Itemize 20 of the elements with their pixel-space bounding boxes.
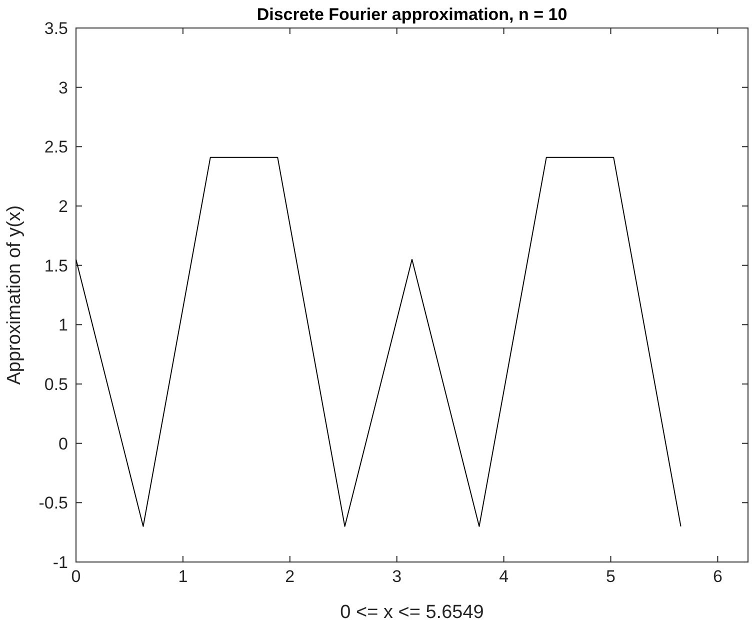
y-tick-label: 2 (58, 196, 68, 216)
y-tick-label: 1 (58, 316, 68, 335)
y-tick-label: 3 (58, 78, 68, 98)
y-tick-label: 0.5 (44, 374, 68, 394)
x-axis-title: 0 <= x <= 5.6549 (340, 602, 484, 623)
x-tick-label: 3 (392, 567, 402, 586)
x-tick-label: 2 (285, 567, 295, 586)
x-tick-label: 5 (606, 567, 616, 586)
x-tick-label: 6 (712, 567, 722, 586)
chart-title: Discrete Fourier approximation, n = 10 (256, 5, 568, 24)
x-tick-label: 0 (71, 567, 81, 586)
y-tick-label: 2.5 (44, 138, 68, 157)
y-tick-label: 1.5 (44, 256, 68, 276)
y-tick-label: -0.5 (38, 494, 68, 513)
x-tick-label: 4 (499, 567, 509, 586)
y-axis-title: Approximation of y(x) (4, 205, 25, 385)
y-tick-label: 3.5 (44, 18, 68, 38)
y-tick-label: -1 (52, 552, 68, 572)
y-tick-label: 0 (58, 434, 68, 454)
x-tick-label: 1 (178, 567, 188, 586)
